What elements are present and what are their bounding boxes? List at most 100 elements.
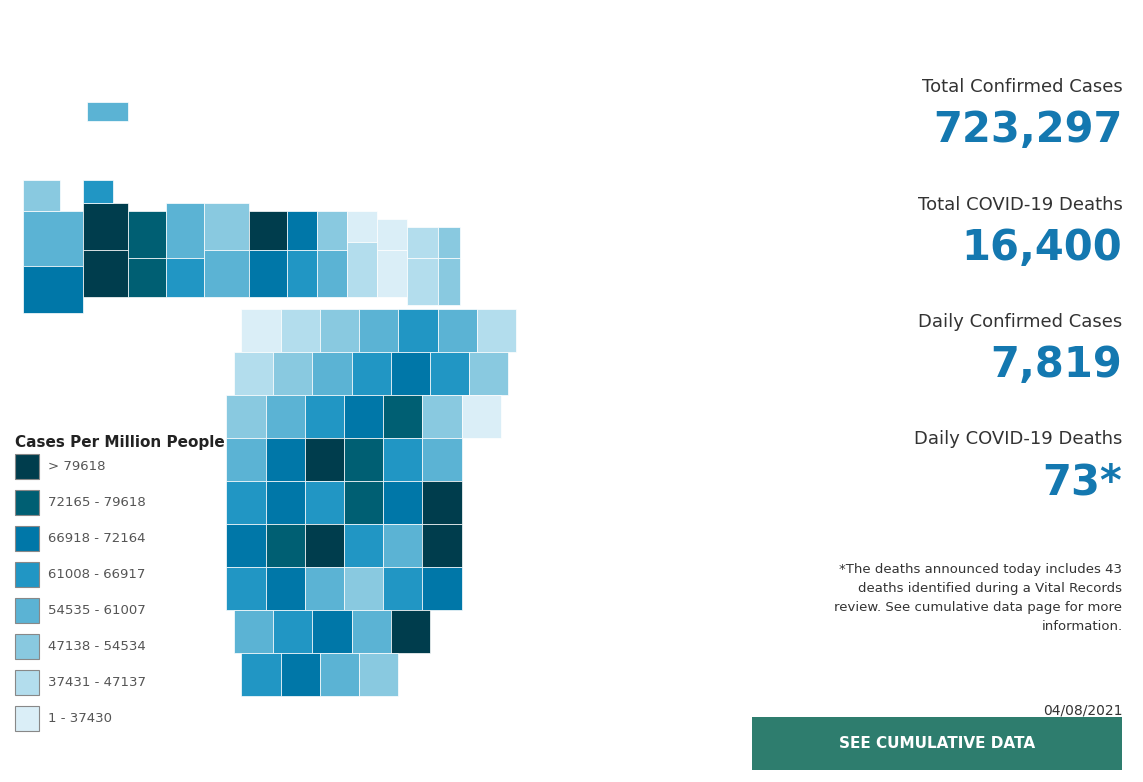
Text: Daily COVID-19 Deaths: Daily COVID-19 Deaths [914, 430, 1122, 448]
Bar [273, 352, 312, 395]
Bar [347, 211, 377, 242]
Bar [15, 598, 39, 623]
Text: 1 - 37430: 1 - 37430 [48, 712, 112, 725]
Text: 7,819: 7,819 [991, 344, 1122, 386]
Text: 73*: 73* [1042, 461, 1122, 504]
Bar [83, 203, 128, 250]
Bar [430, 352, 470, 395]
Bar [305, 567, 344, 610]
Bar [407, 227, 438, 258]
Bar [23, 180, 61, 211]
Bar [281, 309, 320, 352]
Text: 723,297: 723,297 [933, 109, 1122, 152]
Bar [477, 309, 515, 352]
Text: Total Confirmed Cases: Total Confirmed Cases [921, 78, 1122, 96]
Bar [305, 438, 344, 481]
Text: 72165 - 79618: 72165 - 79618 [48, 496, 146, 509]
Bar [226, 524, 265, 567]
Bar [166, 203, 203, 258]
Bar [15, 706, 39, 731]
FancyBboxPatch shape [752, 717, 1122, 770]
Bar [281, 653, 320, 696]
Bar [462, 395, 501, 438]
Bar [226, 567, 265, 610]
Bar [305, 481, 344, 524]
Bar [377, 219, 407, 250]
Text: SEE CUMULATIVE DATA: SEE CUMULATIVE DATA [839, 736, 1036, 752]
Bar [241, 653, 281, 696]
Bar [87, 102, 128, 121]
Text: *The deaths announced today includes 43
deaths identified during a Vital Records: *The deaths announced today includes 43 … [834, 563, 1122, 633]
Bar [391, 610, 430, 653]
Bar [226, 395, 265, 438]
Bar [15, 490, 39, 515]
Bar [423, 481, 462, 524]
Bar [352, 610, 391, 653]
Bar [423, 395, 462, 438]
Bar [128, 211, 166, 258]
Bar [15, 454, 39, 479]
Bar [438, 258, 461, 305]
Bar [287, 211, 317, 250]
Text: 37431 - 47137: 37431 - 47137 [48, 676, 146, 689]
Bar [83, 250, 128, 297]
Bar [352, 352, 391, 395]
Bar [359, 309, 398, 352]
Text: 66918 - 72164: 66918 - 72164 [48, 532, 146, 545]
Bar [320, 309, 359, 352]
Bar [226, 438, 265, 481]
Text: > 79618: > 79618 [48, 460, 106, 473]
Bar [15, 526, 39, 551]
Bar [312, 352, 352, 395]
Bar [344, 438, 383, 481]
Bar [265, 567, 305, 610]
Bar [391, 352, 430, 395]
Bar [470, 352, 509, 395]
Bar [423, 567, 462, 610]
Bar [273, 610, 312, 653]
Bar [265, 438, 305, 481]
Text: Total COVID-19 Deaths: Total COVID-19 Deaths [918, 196, 1122, 213]
Bar [249, 211, 287, 250]
Bar [234, 352, 273, 395]
Bar [359, 653, 398, 696]
Bar [383, 395, 423, 438]
Bar [317, 250, 347, 297]
Text: Daily Confirmed Cases: Daily Confirmed Cases [918, 313, 1122, 331]
Bar [305, 524, 344, 567]
Bar [265, 395, 305, 438]
Bar [423, 524, 462, 567]
Bar [383, 567, 423, 610]
Bar [166, 258, 203, 297]
Bar [83, 180, 113, 203]
Bar [15, 562, 39, 587]
Bar [305, 395, 344, 438]
Text: 47138 - 54534: 47138 - 54534 [48, 640, 146, 653]
Bar [383, 438, 423, 481]
Bar [407, 258, 438, 305]
Bar [438, 227, 461, 258]
Bar [344, 567, 383, 610]
Bar [265, 481, 305, 524]
Bar [344, 395, 383, 438]
Bar [128, 258, 166, 297]
Bar [15, 670, 39, 695]
Bar [249, 250, 287, 297]
Text: 61008 - 66917: 61008 - 66917 [48, 568, 145, 581]
Bar [203, 250, 249, 297]
Bar [226, 481, 265, 524]
Bar [438, 309, 477, 352]
Bar [398, 309, 438, 352]
Text: Cases Per Million People: Cases Per Million People [15, 435, 225, 450]
Bar [383, 481, 423, 524]
Bar [320, 653, 359, 696]
Bar [234, 610, 273, 653]
Text: 16,400: 16,400 [961, 227, 1122, 269]
Bar [287, 250, 317, 297]
Bar [312, 610, 352, 653]
Bar [265, 524, 305, 567]
Bar [344, 524, 383, 567]
Text: 54535 - 61007: 54535 - 61007 [48, 604, 146, 617]
Bar [423, 438, 462, 481]
Bar [347, 242, 377, 297]
